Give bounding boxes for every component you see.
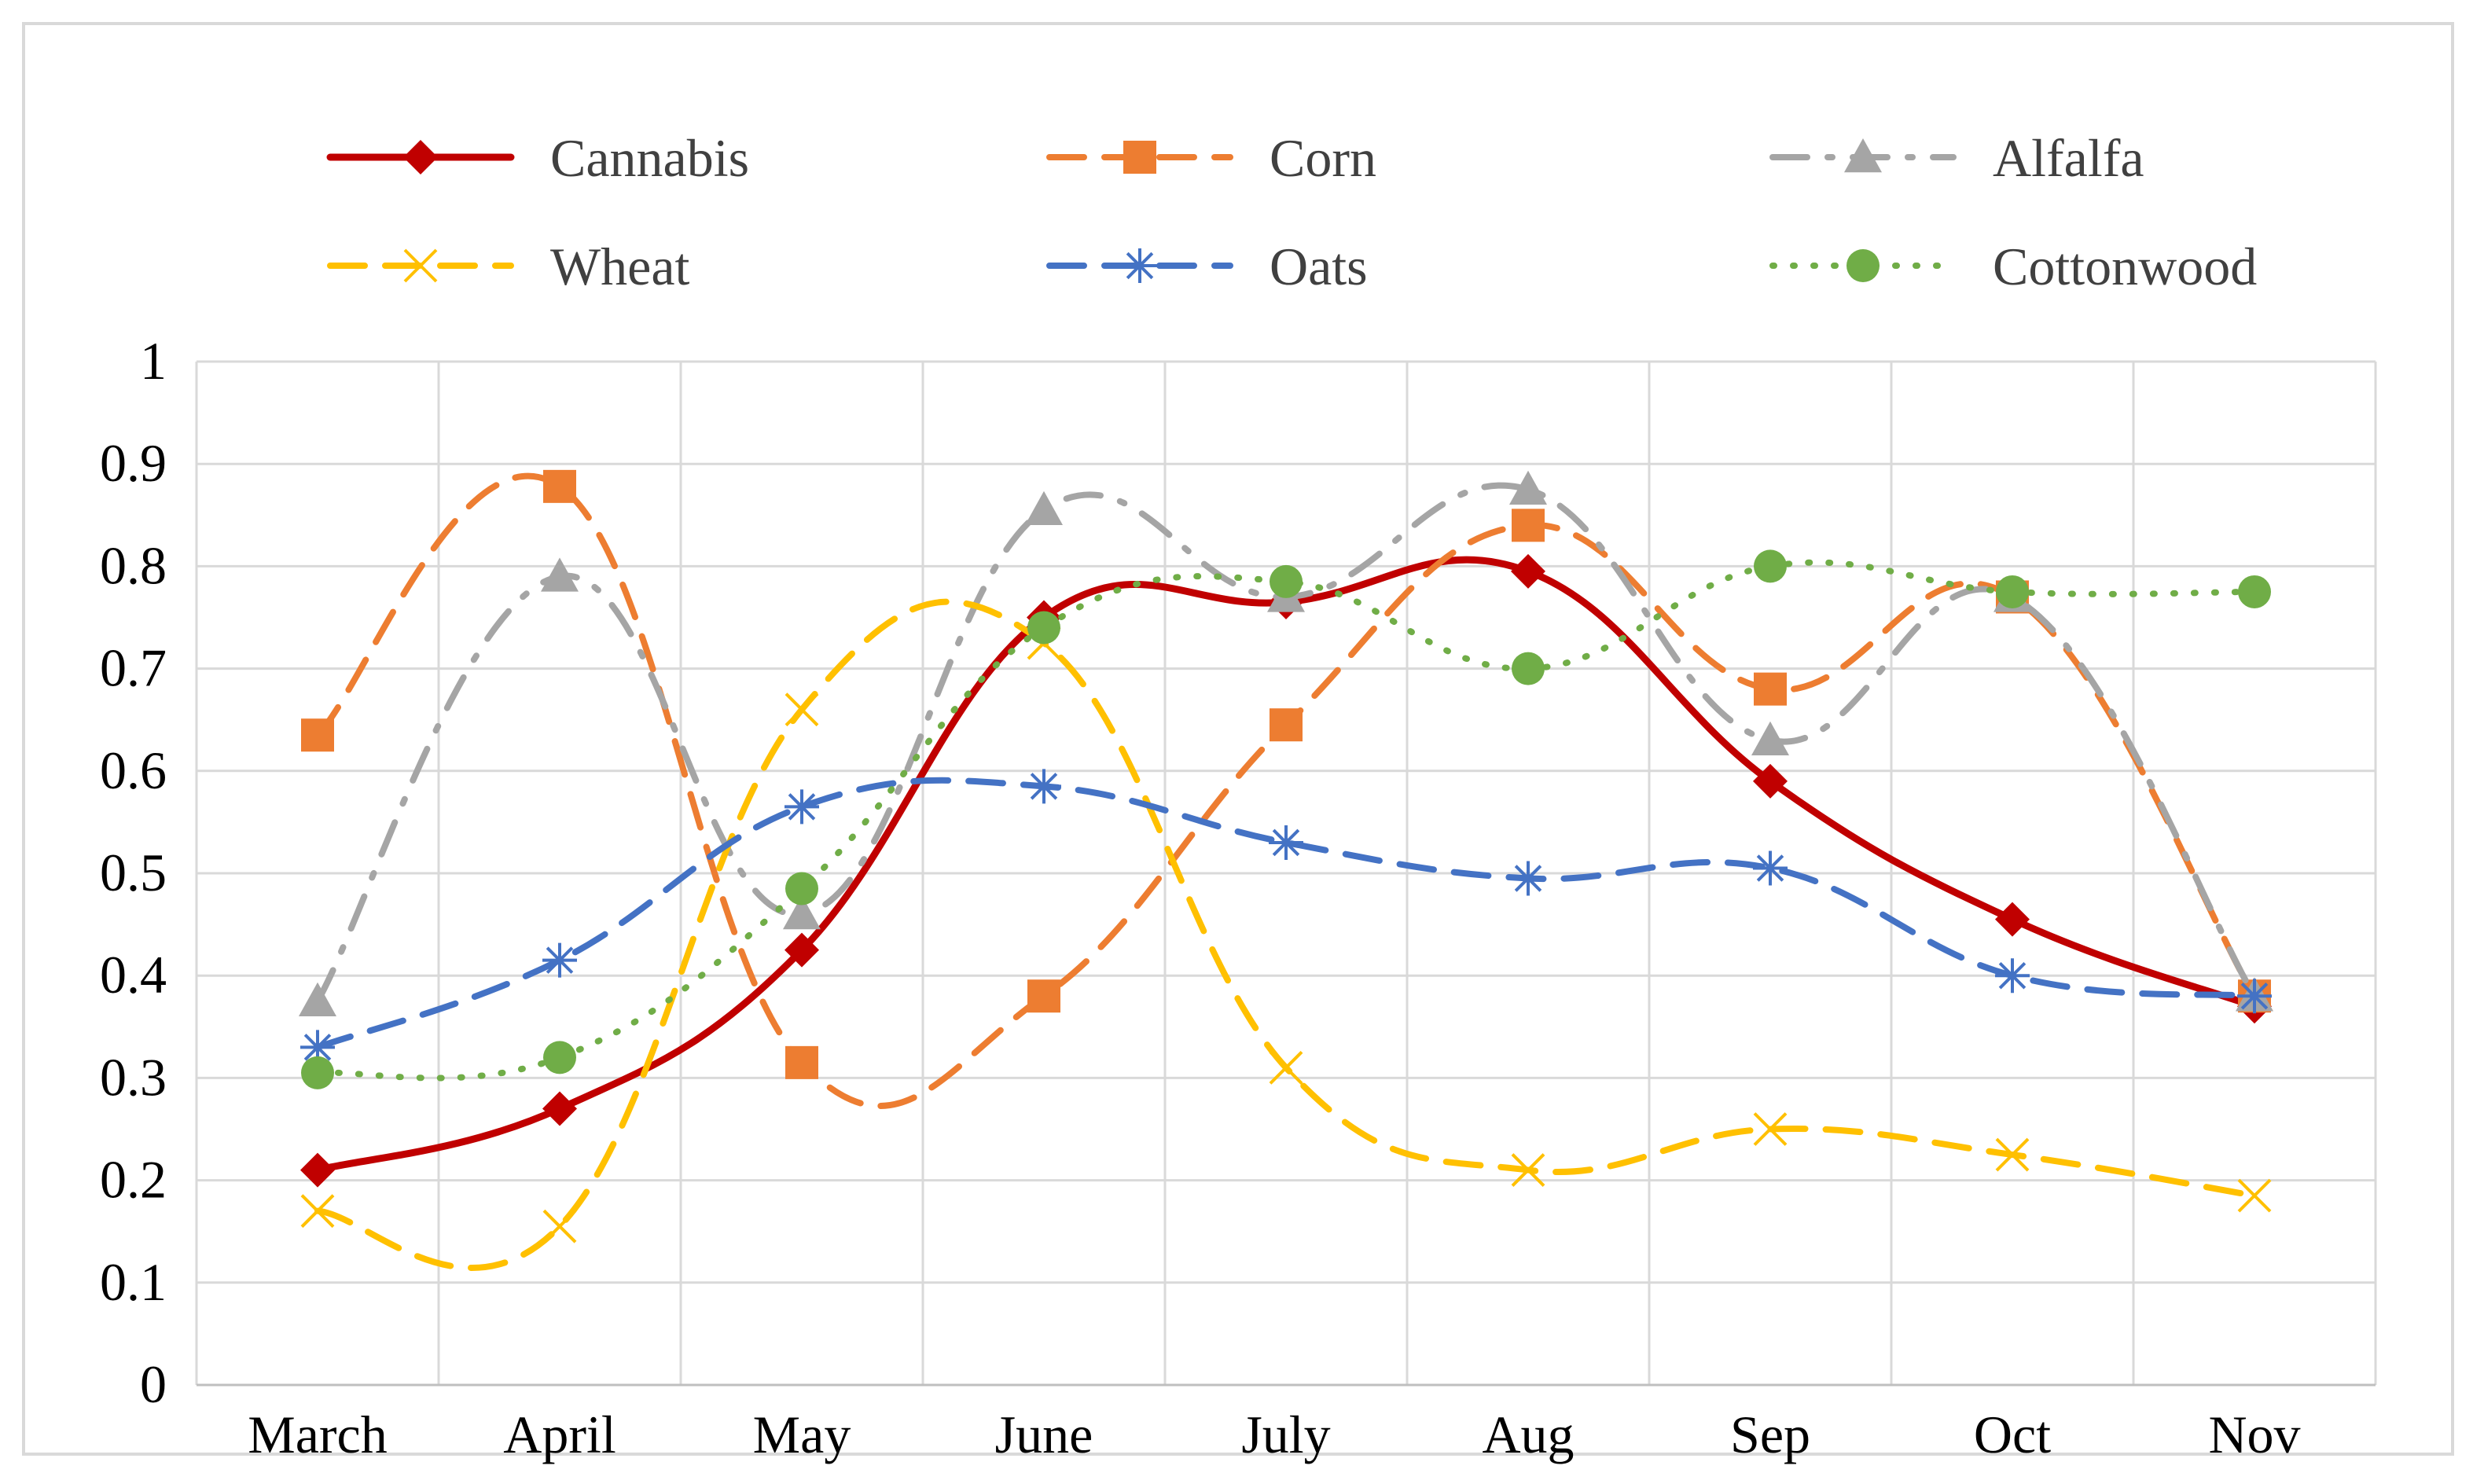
data-point-corn	[301, 718, 334, 752]
data-point-cottonwood	[785, 872, 818, 905]
data-point-corn	[543, 469, 576, 503]
x-tick-label: Oct	[1974, 1405, 2051, 1464]
data-point-cottonwood	[1512, 652, 1545, 685]
data-point-wheat	[1753, 1112, 1788, 1146]
y-tick-label: 0.3	[100, 1047, 167, 1107]
data-point-cottonwood	[543, 1041, 576, 1074]
y-tick-label: 0.6	[100, 740, 167, 800]
legend-marker-oats	[1123, 248, 1157, 283]
legend-label-wheat: Wheat	[550, 237, 690, 296]
x-tick-label: June	[995, 1405, 1093, 1464]
data-point-cannabis	[1753, 763, 1788, 799]
x-axis: March April May June July Aug Sep Oct Nov	[248, 1405, 2300, 1464]
x-tick-label: April	[503, 1405, 616, 1464]
data-point-oats	[1027, 769, 1061, 804]
data-point-wheat	[785, 692, 819, 727]
legend: Cannabis Corn Alfalfa Wheat Oats Cottonwood	[326, 128, 2257, 296]
data-point-oats	[1269, 825, 1303, 860]
data-point-alfalfa	[1751, 721, 1789, 755]
data-point-corn	[1754, 672, 1787, 706]
data-point-alfalfa	[1509, 470, 1547, 505]
data-point-corn	[1027, 979, 1060, 1013]
x-tick-label: Aug	[1482, 1405, 1574, 1464]
legend-marker-wheat	[403, 248, 438, 283]
data-point-wheat	[2237, 1178, 2272, 1213]
data-point-oats	[1753, 850, 1788, 886]
data-point-wheat	[300, 1194, 335, 1229]
x-tick-label: March	[248, 1405, 387, 1464]
y-tick-label: 0	[140, 1354, 167, 1414]
data-point-oats	[2237, 979, 2272, 1014]
series-line-alfalfa	[314, 482, 2258, 1005]
y-tick-label: 0.1	[100, 1252, 167, 1312]
legend-marker-alfalfa	[1844, 138, 1882, 173]
data-point-alfalfa	[1025, 490, 1063, 525]
data-point-cannabis	[1511, 553, 1545, 589]
legend-marker-cottonwood	[1846, 249, 1880, 282]
data-point-oats	[1995, 958, 2030, 994]
data-point-corn	[1270, 708, 1303, 742]
legend-marker-corn	[1123, 141, 1156, 174]
series-layer	[299, 469, 2273, 1271]
data-point-cottonwood	[2238, 575, 2271, 608]
legend-label-alfalfa: Alfalfa	[1993, 128, 2144, 188]
legend-marker-cannabis	[403, 140, 438, 174]
legend-label-corn: Corn	[1270, 128, 1376, 188]
y-tick-label: 0.9	[100, 433, 167, 493]
data-point-oats	[542, 942, 577, 978]
data-point-cottonwood	[1270, 564, 1303, 598]
y-tick-label: 1	[140, 331, 167, 391]
data-point-corn	[1512, 509, 1545, 542]
data-point-cottonwood	[301, 1056, 334, 1089]
legend-label-cannabis: Cannabis	[550, 128, 749, 188]
legend-label-cottonwood: Cottonwood	[1993, 237, 2257, 296]
y-tick-label: 0.7	[100, 638, 167, 698]
x-tick-label: Sep	[1730, 1405, 1810, 1464]
x-tick-label: May	[753, 1405, 851, 1464]
y-tick-label: 0.8	[100, 535, 167, 595]
series-line-oats	[314, 777, 2258, 1051]
data-point-oats	[1511, 861, 1545, 896]
data-point-wheat	[1269, 1050, 1303, 1085]
data-point-wheat	[542, 1209, 577, 1243]
data-point-wheat	[1995, 1137, 2030, 1172]
data-point-cottonwood	[1027, 611, 1060, 645]
data-point-cannabis	[542, 1091, 577, 1126]
data-point-wheat	[1511, 1153, 1545, 1187]
x-tick-label: July	[1241, 1405, 1330, 1464]
legend-label-oats: Oats	[1270, 237, 1368, 296]
series-line-cottonwood	[314, 559, 2258, 1082]
x-tick-label: Nov	[2208, 1405, 2300, 1464]
data-point-cannabis	[785, 932, 819, 968]
data-point-cottonwood	[1754, 549, 1787, 583]
data-point-alfalfa	[541, 557, 579, 592]
y-tick-label: 0.4	[100, 945, 167, 1005]
data-point-cottonwood	[1996, 575, 2029, 608]
data-point-cannabis	[300, 1152, 335, 1188]
y-tick-label: 0.5	[100, 843, 167, 902]
series-line-wheat	[314, 598, 2258, 1271]
data-point-oats	[785, 789, 819, 825]
data-point-alfalfa	[299, 982, 336, 1016]
chart-border	[22, 22, 2454, 1456]
data-point-corn	[785, 1045, 818, 1079]
y-tick-label: 0.2	[100, 1150, 167, 1210]
data-point-alfalfa	[783, 895, 821, 930]
y-axis: 0 0.1 0.2 0.3 0.4 0.5 0.6 0.7 0.8 0.9 1	[100, 331, 167, 1414]
data-point-oats	[300, 1030, 335, 1065]
data-point-cannabis	[1995, 902, 2030, 937]
series-line-corn	[314, 472, 2258, 1109]
